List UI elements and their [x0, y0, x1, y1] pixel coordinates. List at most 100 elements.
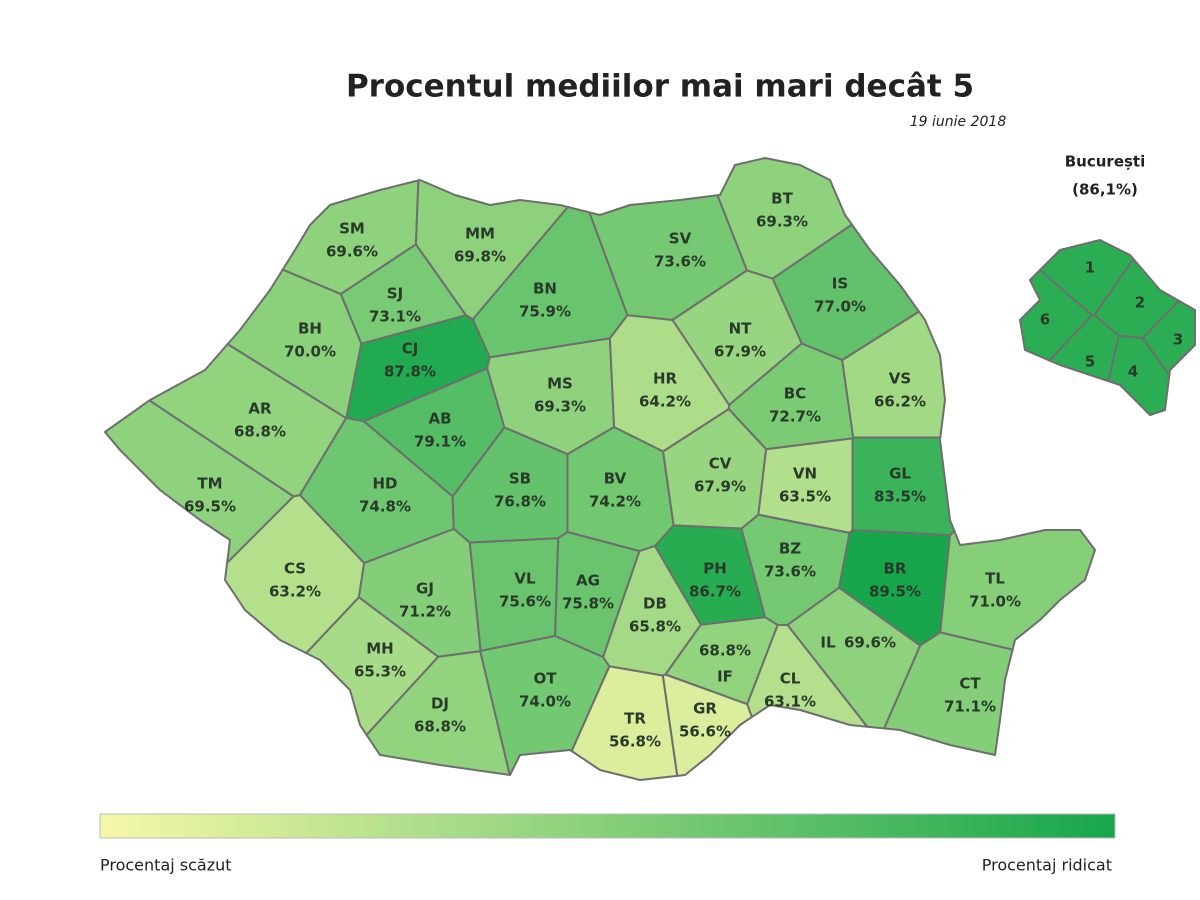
- county-code: BN: [533, 280, 557, 298]
- county-code: BH: [298, 320, 322, 338]
- bucharest-sector: [1019, 269, 1093, 362]
- county-value: 56.8%: [609, 733, 661, 751]
- county: [851, 436, 956, 537]
- sector-label: 6: [1040, 311, 1050, 329]
- county-value: 67.9%: [714, 343, 766, 361]
- county-value: 79.1%: [414, 433, 466, 451]
- county-code: TM: [197, 475, 222, 493]
- county-code: CL: [780, 670, 801, 688]
- county-value: 75.8%: [562, 595, 614, 613]
- county-code: AG: [576, 572, 600, 590]
- county-code: DB: [643, 595, 667, 613]
- county-code: DJ: [431, 695, 449, 713]
- county-code: NT: [729, 320, 753, 338]
- county-code: IS: [832, 275, 848, 293]
- subtitle: 19 iunie 2018: [910, 114, 1007, 130]
- county-value: 70.0%: [284, 343, 336, 361]
- county-value: 74.2%: [589, 493, 641, 511]
- county-code: HD: [372, 475, 397, 493]
- county-value: 65.3%: [354, 663, 406, 681]
- county-value: 69.6%: [844, 634, 896, 652]
- county-code: PH: [703, 560, 727, 578]
- sector-label: 3: [1173, 331, 1183, 349]
- legend-low: Procentaj scăzut: [100, 856, 232, 875]
- bucharest-sector: [1107, 334, 1171, 416]
- county-value: 63.1%: [764, 693, 816, 711]
- county-value: 73.6%: [764, 563, 816, 581]
- county-code: TL: [985, 570, 1005, 588]
- county-code: BR: [884, 560, 907, 578]
- county-code: VN: [793, 465, 817, 483]
- county-value: 71.0%: [969, 593, 1021, 611]
- county-code: CS: [284, 560, 306, 578]
- county-code: BZ: [779, 540, 801, 558]
- county-value: 75.9%: [519, 303, 571, 321]
- county-value: 86.7%: [689, 583, 741, 601]
- county-value: 69.3%: [756, 213, 808, 231]
- county: [883, 631, 1014, 756]
- county: [661, 673, 753, 777]
- county-code: IL: [820, 634, 836, 652]
- county: [841, 310, 946, 439]
- county: [305, 596, 440, 736]
- county-code: IF: [717, 668, 733, 686]
- county-code: AR: [248, 400, 272, 418]
- county-value: 72.7%: [769, 408, 821, 426]
- county-value: 69.6%: [326, 243, 378, 261]
- county-code: VL: [514, 570, 536, 588]
- county-value: 67.9%: [694, 478, 746, 496]
- county-value: 73.6%: [654, 253, 706, 271]
- county-code: HR: [653, 370, 678, 388]
- county-value: 76.8%: [494, 493, 546, 511]
- county-code: GR: [693, 700, 717, 718]
- county-code: SB: [509, 470, 531, 488]
- county-value: 56.6%: [679, 723, 731, 741]
- county: [104, 399, 295, 564]
- county-value: 69.3%: [534, 398, 586, 416]
- bucharest-name: București: [1065, 153, 1146, 171]
- county-code: SV: [669, 230, 692, 248]
- county-code: MH: [366, 640, 393, 658]
- county-code: BC: [784, 385, 806, 403]
- legend-bar: [99, 813, 1116, 839]
- county-value: 65.8%: [629, 618, 681, 636]
- county-code: AB: [428, 410, 451, 428]
- county-value: 73.1%: [369, 308, 421, 326]
- county-value: 69.5%: [184, 498, 236, 516]
- county-code: CJ: [402, 340, 419, 358]
- county-code: TR: [624, 710, 646, 728]
- county-value: 89.5%: [869, 583, 921, 601]
- county-value: 74.0%: [519, 693, 571, 711]
- county-code: VS: [889, 370, 911, 388]
- county: [939, 529, 1096, 651]
- title: Procentul mediilor mai mari decât 5: [346, 69, 974, 105]
- county-code: MM: [465, 225, 495, 243]
- county-value: 63.5%: [779, 488, 831, 506]
- legend-high: Procentaj ridicat: [982, 856, 1112, 875]
- county-value: 68.8%: [414, 718, 466, 736]
- county-value: 68.8%: [699, 642, 751, 660]
- county-code: CV: [709, 455, 732, 473]
- county-value: 66.2%: [874, 393, 926, 411]
- county-code: BV: [604, 470, 627, 488]
- county-value: 71.2%: [399, 603, 451, 621]
- county-code: SM: [339, 220, 365, 238]
- sector-label: 5: [1085, 353, 1095, 371]
- county-value: 68.8%: [234, 423, 286, 441]
- county-code: MS: [547, 375, 573, 393]
- bucharest-value: (86,1%): [1072, 181, 1138, 199]
- county-value: 71.1%: [944, 698, 996, 716]
- county-code: GL: [889, 465, 911, 483]
- county-code: OT: [534, 670, 558, 688]
- county-code: CT: [959, 675, 981, 693]
- county-code: BT: [771, 190, 793, 208]
- county-value: 87.8%: [384, 363, 436, 381]
- sector-label: 1: [1085, 259, 1095, 277]
- county-value: 77.0%: [814, 298, 866, 316]
- county-value: 63.2%: [269, 583, 321, 601]
- county-value: 74.8%: [359, 498, 411, 516]
- county-value: 75.6%: [499, 593, 551, 611]
- sector-label: 4: [1128, 363, 1138, 381]
- county-value: 83.5%: [874, 488, 926, 506]
- county-value: 64.2%: [639, 393, 691, 411]
